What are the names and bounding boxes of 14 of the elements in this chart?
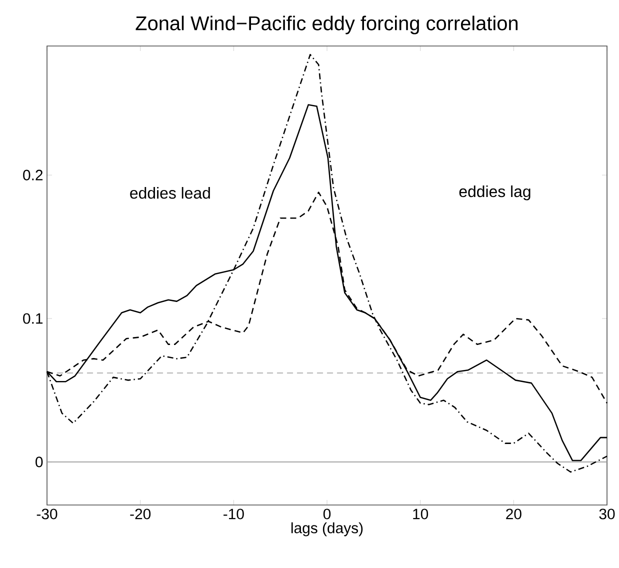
- x-tick-label: 10: [413, 508, 428, 520]
- x-tick-label: 30: [599, 508, 615, 520]
- x-tick-label: 20: [506, 508, 522, 520]
- x-tick-label: -30: [36, 508, 58, 520]
- y-tick-label: 0: [36, 456, 43, 468]
- annotation: eddies lead: [130, 187, 210, 199]
- y-tick-label: 0.2: [23, 170, 43, 180]
- y-tick-label: 0.1: [23, 313, 43, 324]
- x-tick-label: 0: [323, 508, 331, 520]
- chart-title: Zonal Wind−Pacific eddy forcing correlation: [136, 16, 518, 34]
- x-tick-label: -20: [130, 508, 151, 520]
- x-tick-label: -10: [224, 508, 244, 520]
- annotation: eddies lag: [459, 185, 530, 200]
- x-axis-title: lags (days): [291, 522, 363, 536]
